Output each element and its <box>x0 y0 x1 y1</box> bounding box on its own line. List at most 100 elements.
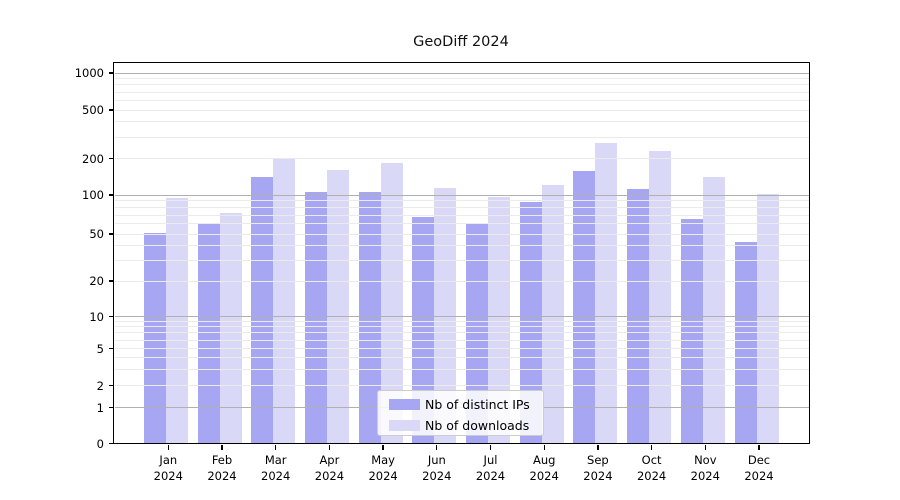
x-tick-label: Jun 2024 <box>407 452 467 484</box>
x-tick-label: Feb 2024 <box>192 452 252 484</box>
x-tick-label-line: 2024 <box>583 469 613 483</box>
y-tick-mark <box>108 233 113 235</box>
bar-downloads <box>273 158 296 444</box>
legend: Nb of distinct IPs Nb of downloads <box>377 390 544 436</box>
minor-gridline <box>114 84 809 86</box>
x-tick-mark <box>597 445 599 450</box>
x-tick-label: Nov 2024 <box>675 452 735 484</box>
x-tick-label-line: 2024 <box>207 469 237 483</box>
x-tick-mark <box>489 445 492 450</box>
x-tick-label: Apr 2024 <box>299 452 359 484</box>
x-tick-label-line: Nov <box>694 453 717 467</box>
bar-distinct-ips <box>680 219 703 444</box>
y-tick-mark <box>108 315 113 318</box>
legend-swatch-downloads <box>389 420 420 431</box>
bar-downloads <box>380 162 403 444</box>
y-tick-mark <box>108 347 113 350</box>
x-tick-label: Jan 2024 <box>138 452 198 484</box>
x-tick-label-line: Feb <box>211 453 233 467</box>
x-tick-mark <box>436 445 438 450</box>
major-gridline <box>114 72 809 74</box>
bar-distinct-ips <box>573 170 596 444</box>
x-tick-mark <box>543 445 545 450</box>
minor-gridline <box>114 259 809 261</box>
x-tick-label-line: May <box>371 453 395 467</box>
bar-distinct-ips <box>251 177 274 444</box>
minor-gridline <box>114 200 809 202</box>
y-tick-mark <box>108 109 113 111</box>
bar-downloads <box>541 184 564 444</box>
bar-distinct-ips <box>304 191 327 444</box>
x-tick-label-line: 2024 <box>636 469 667 483</box>
minor-gridline <box>114 280 809 282</box>
minor-gridline <box>114 332 809 334</box>
y-tick-label: 1 <box>96 400 104 415</box>
minor-gridline <box>114 78 809 80</box>
x-tick-label-line: Apr <box>319 453 340 467</box>
x-tick-label-line: 2024 <box>690 469 720 483</box>
x-tick-label-line: 2024 <box>422 469 452 483</box>
x-tick-mark <box>221 445 223 450</box>
y-tick-label: 200 <box>82 151 104 166</box>
x-tick-label-line: Dec <box>747 453 771 467</box>
minor-gridline <box>114 207 809 209</box>
minor-gridline <box>114 223 809 225</box>
minor-gridline <box>114 326 809 328</box>
minor-gridline <box>114 91 809 93</box>
x-tick-label-line: Jul <box>483 453 498 467</box>
minor-gridline <box>114 339 809 341</box>
y-tick-label: 0 <box>96 436 104 451</box>
y-tick-label: 500 <box>82 103 104 117</box>
y-tick-mark <box>108 442 113 445</box>
x-tick-label-line: 2024 <box>475 469 506 483</box>
bar-distinct-ips <box>197 223 220 444</box>
minor-gridline <box>114 136 809 138</box>
x-tick-mark <box>167 445 169 450</box>
x-tick-label-line: Jan <box>159 453 178 467</box>
minor-gridline <box>114 158 809 159</box>
minor-gridline <box>114 109 809 111</box>
x-tick-label-line: 2024 <box>261 469 291 483</box>
minor-gridline <box>114 320 809 322</box>
bar-distinct-ips <box>412 216 435 444</box>
y-tick-mark <box>108 384 113 387</box>
minor-gridline <box>114 233 809 235</box>
y-tick-label: 50 <box>89 227 104 241</box>
x-tick-mark <box>650 445 653 450</box>
x-tick-label-line: Oct <box>641 453 662 467</box>
y-tick-label: 100 <box>82 188 104 202</box>
y-tick-mark <box>108 72 113 74</box>
bar-distinct-ips <box>466 223 488 444</box>
legend-swatch-distinct-ips <box>389 399 420 410</box>
minor-gridline <box>114 368 809 370</box>
x-tick-label-line: 2024 <box>368 469 398 483</box>
chart-title: GeoDiff 2024 <box>413 34 509 50</box>
bar-distinct-ips <box>358 192 381 444</box>
y-tick-label: 2 <box>96 378 104 393</box>
minor-gridline <box>114 99 809 101</box>
x-tick-label-line: 2024 <box>153 469 183 483</box>
minor-gridline <box>114 357 809 358</box>
x-tick-label: Oct 2024 <box>622 452 682 484</box>
x-tick-mark <box>328 445 331 450</box>
x-tick-mark <box>704 445 706 450</box>
x-tick-mark <box>382 445 384 450</box>
bar-downloads <box>434 187 457 444</box>
bar-downloads <box>165 197 188 444</box>
bar-downloads <box>488 197 510 444</box>
y-tick-label: 10 <box>89 309 104 324</box>
y-tick-mark <box>108 406 113 409</box>
x-tick-label: Dec 2024 <box>729 452 789 484</box>
minor-gridline <box>114 385 809 386</box>
y-tick-label: 5 <box>96 341 104 356</box>
x-tick-label-line: 2024 <box>314 469 345 483</box>
minor-gridline <box>114 244 809 246</box>
legend-label-distinct-ips: Nb of distinct IPs <box>425 396 530 412</box>
major-gridline <box>114 194 809 196</box>
x-tick-label: Sep 2024 <box>568 452 628 484</box>
x-tick-label: Mar 2024 <box>246 452 306 484</box>
bar-distinct-ips <box>519 202 542 444</box>
minor-gridline <box>114 121 809 123</box>
x-tick-label-line: Jun <box>427 453 446 467</box>
